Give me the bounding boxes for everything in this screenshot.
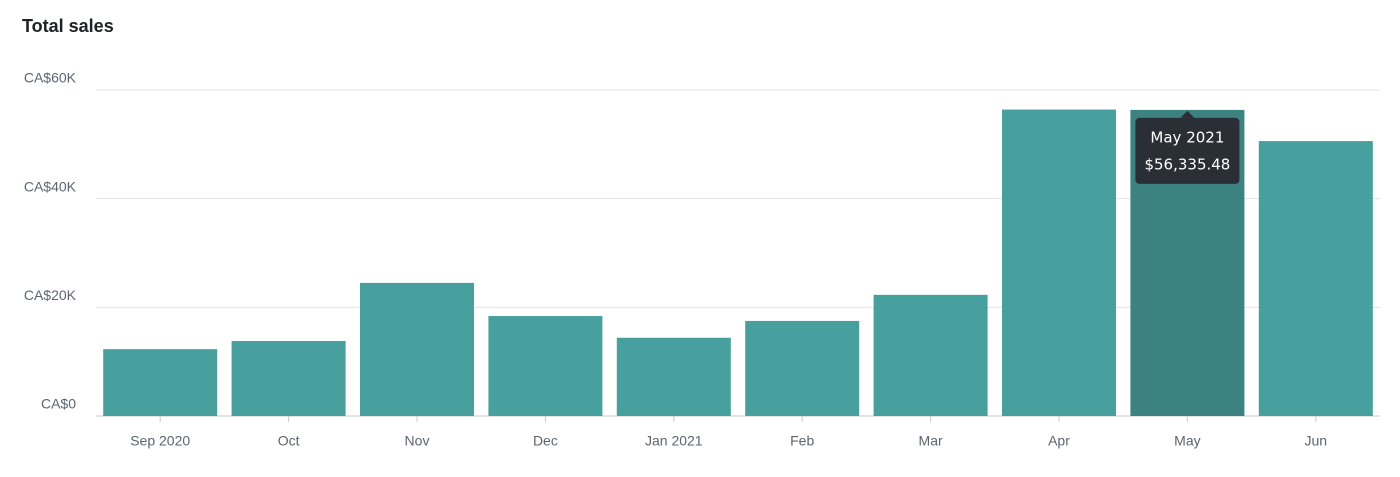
bar xyxy=(873,294,988,416)
tooltip-box xyxy=(1135,117,1240,184)
tooltip-arrow xyxy=(1180,110,1195,118)
x-tick-label: Mar xyxy=(919,433,943,449)
chart-title: Total sales xyxy=(22,16,114,36)
x-tick-label: Sep 2020 xyxy=(130,433,190,449)
x-tick-label: Nov xyxy=(405,433,430,449)
x-tick-label: Apr xyxy=(1048,433,1070,449)
bar xyxy=(616,337,731,416)
tooltip-title: May 2021 xyxy=(1150,128,1224,146)
x-tick-label: Jan 2021 xyxy=(645,433,703,449)
x-tick-label: May xyxy=(1174,433,1200,449)
tooltip-value: $56,335.48 xyxy=(1144,155,1230,173)
x-tick-label: Feb xyxy=(790,433,814,449)
bar xyxy=(231,341,346,416)
y-tick-label: CA$0 xyxy=(41,396,76,412)
x-tick-label: Dec xyxy=(533,433,558,449)
bar xyxy=(360,282,474,416)
bar xyxy=(103,349,218,416)
y-tick-label: CA$20K xyxy=(24,287,77,303)
bar xyxy=(1258,141,1373,416)
bar xyxy=(1002,109,1116,416)
x-tick-label: Oct xyxy=(278,433,300,449)
x-tick-label: Jun xyxy=(1305,433,1328,449)
y-tick-label: CA$60K xyxy=(24,70,77,86)
bar xyxy=(488,316,603,416)
bar xyxy=(745,320,860,416)
y-tick-label: CA$40K xyxy=(24,178,77,194)
tooltip: May 2021 $56,335.48 xyxy=(1135,110,1240,184)
